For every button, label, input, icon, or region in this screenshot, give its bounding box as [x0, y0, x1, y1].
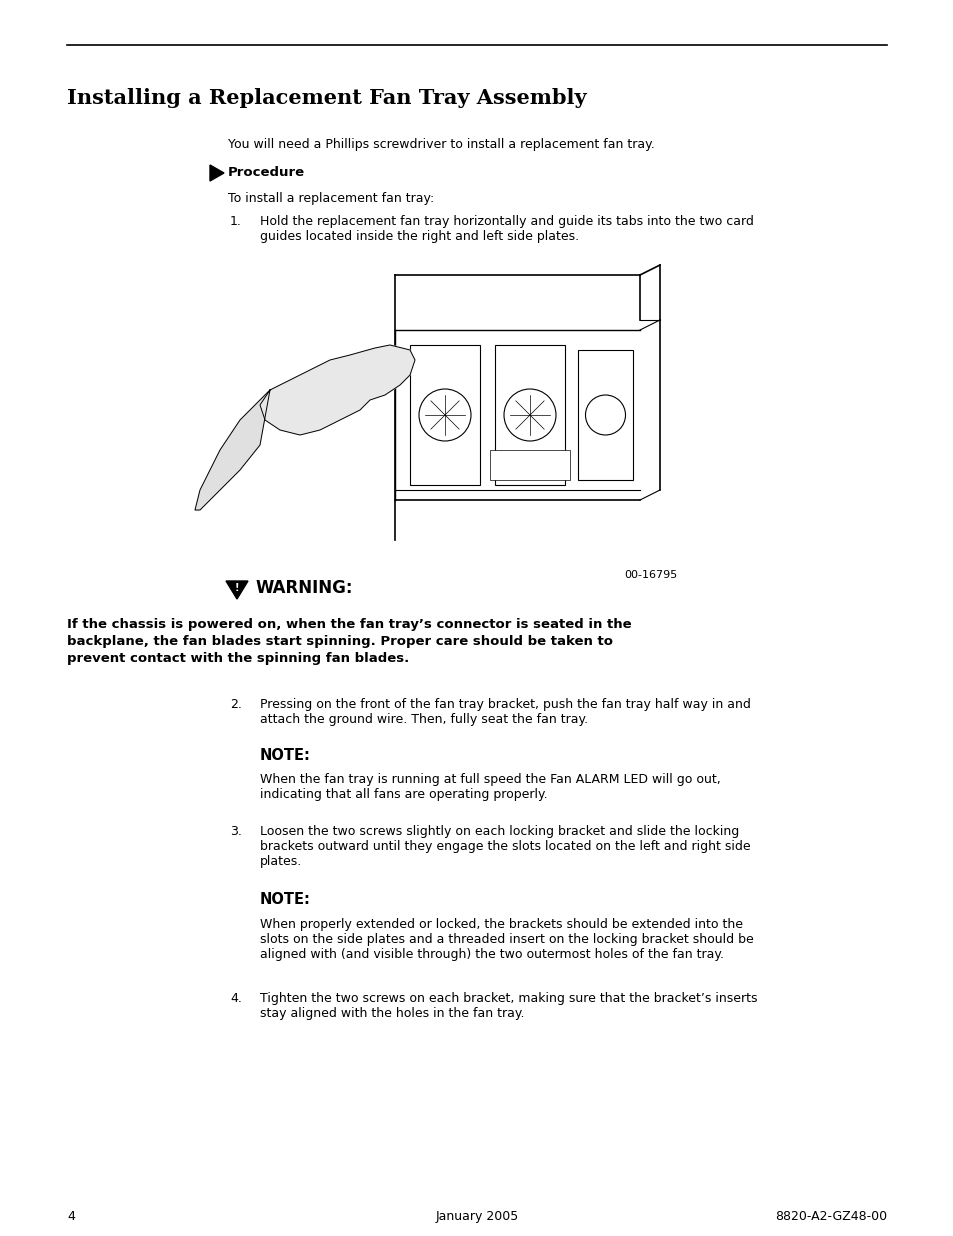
- Text: NOTE:: NOTE:: [260, 748, 311, 763]
- Text: backplane, the fan blades start spinning. Proper care should be taken to: backplane, the fan blades start spinning…: [67, 635, 613, 648]
- Text: 1.: 1.: [230, 215, 242, 227]
- Text: 3.: 3.: [230, 824, 242, 838]
- Text: Hold the replacement fan tray horizontally and guide its tabs into the two card
: Hold the replacement fan tray horizontal…: [260, 215, 753, 243]
- Text: Installing a Replacement Fan Tray Assembly: Installing a Replacement Fan Tray Assemb…: [67, 88, 586, 108]
- Text: 2.: 2.: [230, 698, 242, 711]
- Bar: [495, 345, 564, 485]
- Text: Tighten the two screws on each bracket, making sure that the bracket’s inserts
s: Tighten the two screws on each bracket, …: [260, 993, 757, 1020]
- Text: prevent contact with the spinning fan blades.: prevent contact with the spinning fan bl…: [67, 653, 409, 665]
- Bar: [410, 345, 479, 485]
- Text: To install a replacement fan tray:: To install a replacement fan tray:: [228, 192, 434, 205]
- Text: !: !: [234, 583, 239, 593]
- Polygon shape: [210, 164, 224, 180]
- Text: 8820-A2-GZ48-00: 8820-A2-GZ48-00: [774, 1210, 886, 1222]
- Text: Loosen the two screws slightly on each locking bracket and slide the locking
bra: Loosen the two screws slightly on each l…: [260, 824, 750, 868]
- Text: Pressing on the front of the fan tray bracket, push the fan tray half way in and: Pressing on the front of the fan tray br…: [260, 698, 750, 726]
- Bar: [490, 450, 569, 480]
- Polygon shape: [260, 345, 415, 435]
- Polygon shape: [226, 581, 248, 599]
- Text: January 2005: January 2005: [435, 1210, 518, 1222]
- Text: When the fan tray is running at full speed the Fan ALARM LED will go out,
indica: When the fan tray is running at full spe…: [260, 772, 720, 801]
- Text: 4: 4: [67, 1210, 74, 1222]
- Text: WARNING:: WARNING:: [255, 578, 354, 597]
- Bar: [578, 350, 633, 480]
- Text: If the chassis is powered on, when the fan tray’s connector is seated in the: If the chassis is powered on, when the f…: [67, 618, 631, 632]
- Text: When properly extended or locked, the brackets should be extended into the
slots: When properly extended or locked, the br…: [260, 918, 753, 962]
- Polygon shape: [194, 391, 270, 510]
- Text: You will need a Phillips screwdriver to install a replacement fan tray.: You will need a Phillips screwdriver to …: [228, 138, 654, 151]
- Text: 00-16795: 00-16795: [623, 570, 677, 580]
- Text: NOTE:: NOTE:: [260, 892, 311, 907]
- Text: Procedure: Procedure: [228, 166, 305, 178]
- Text: 4.: 4.: [230, 993, 242, 1005]
